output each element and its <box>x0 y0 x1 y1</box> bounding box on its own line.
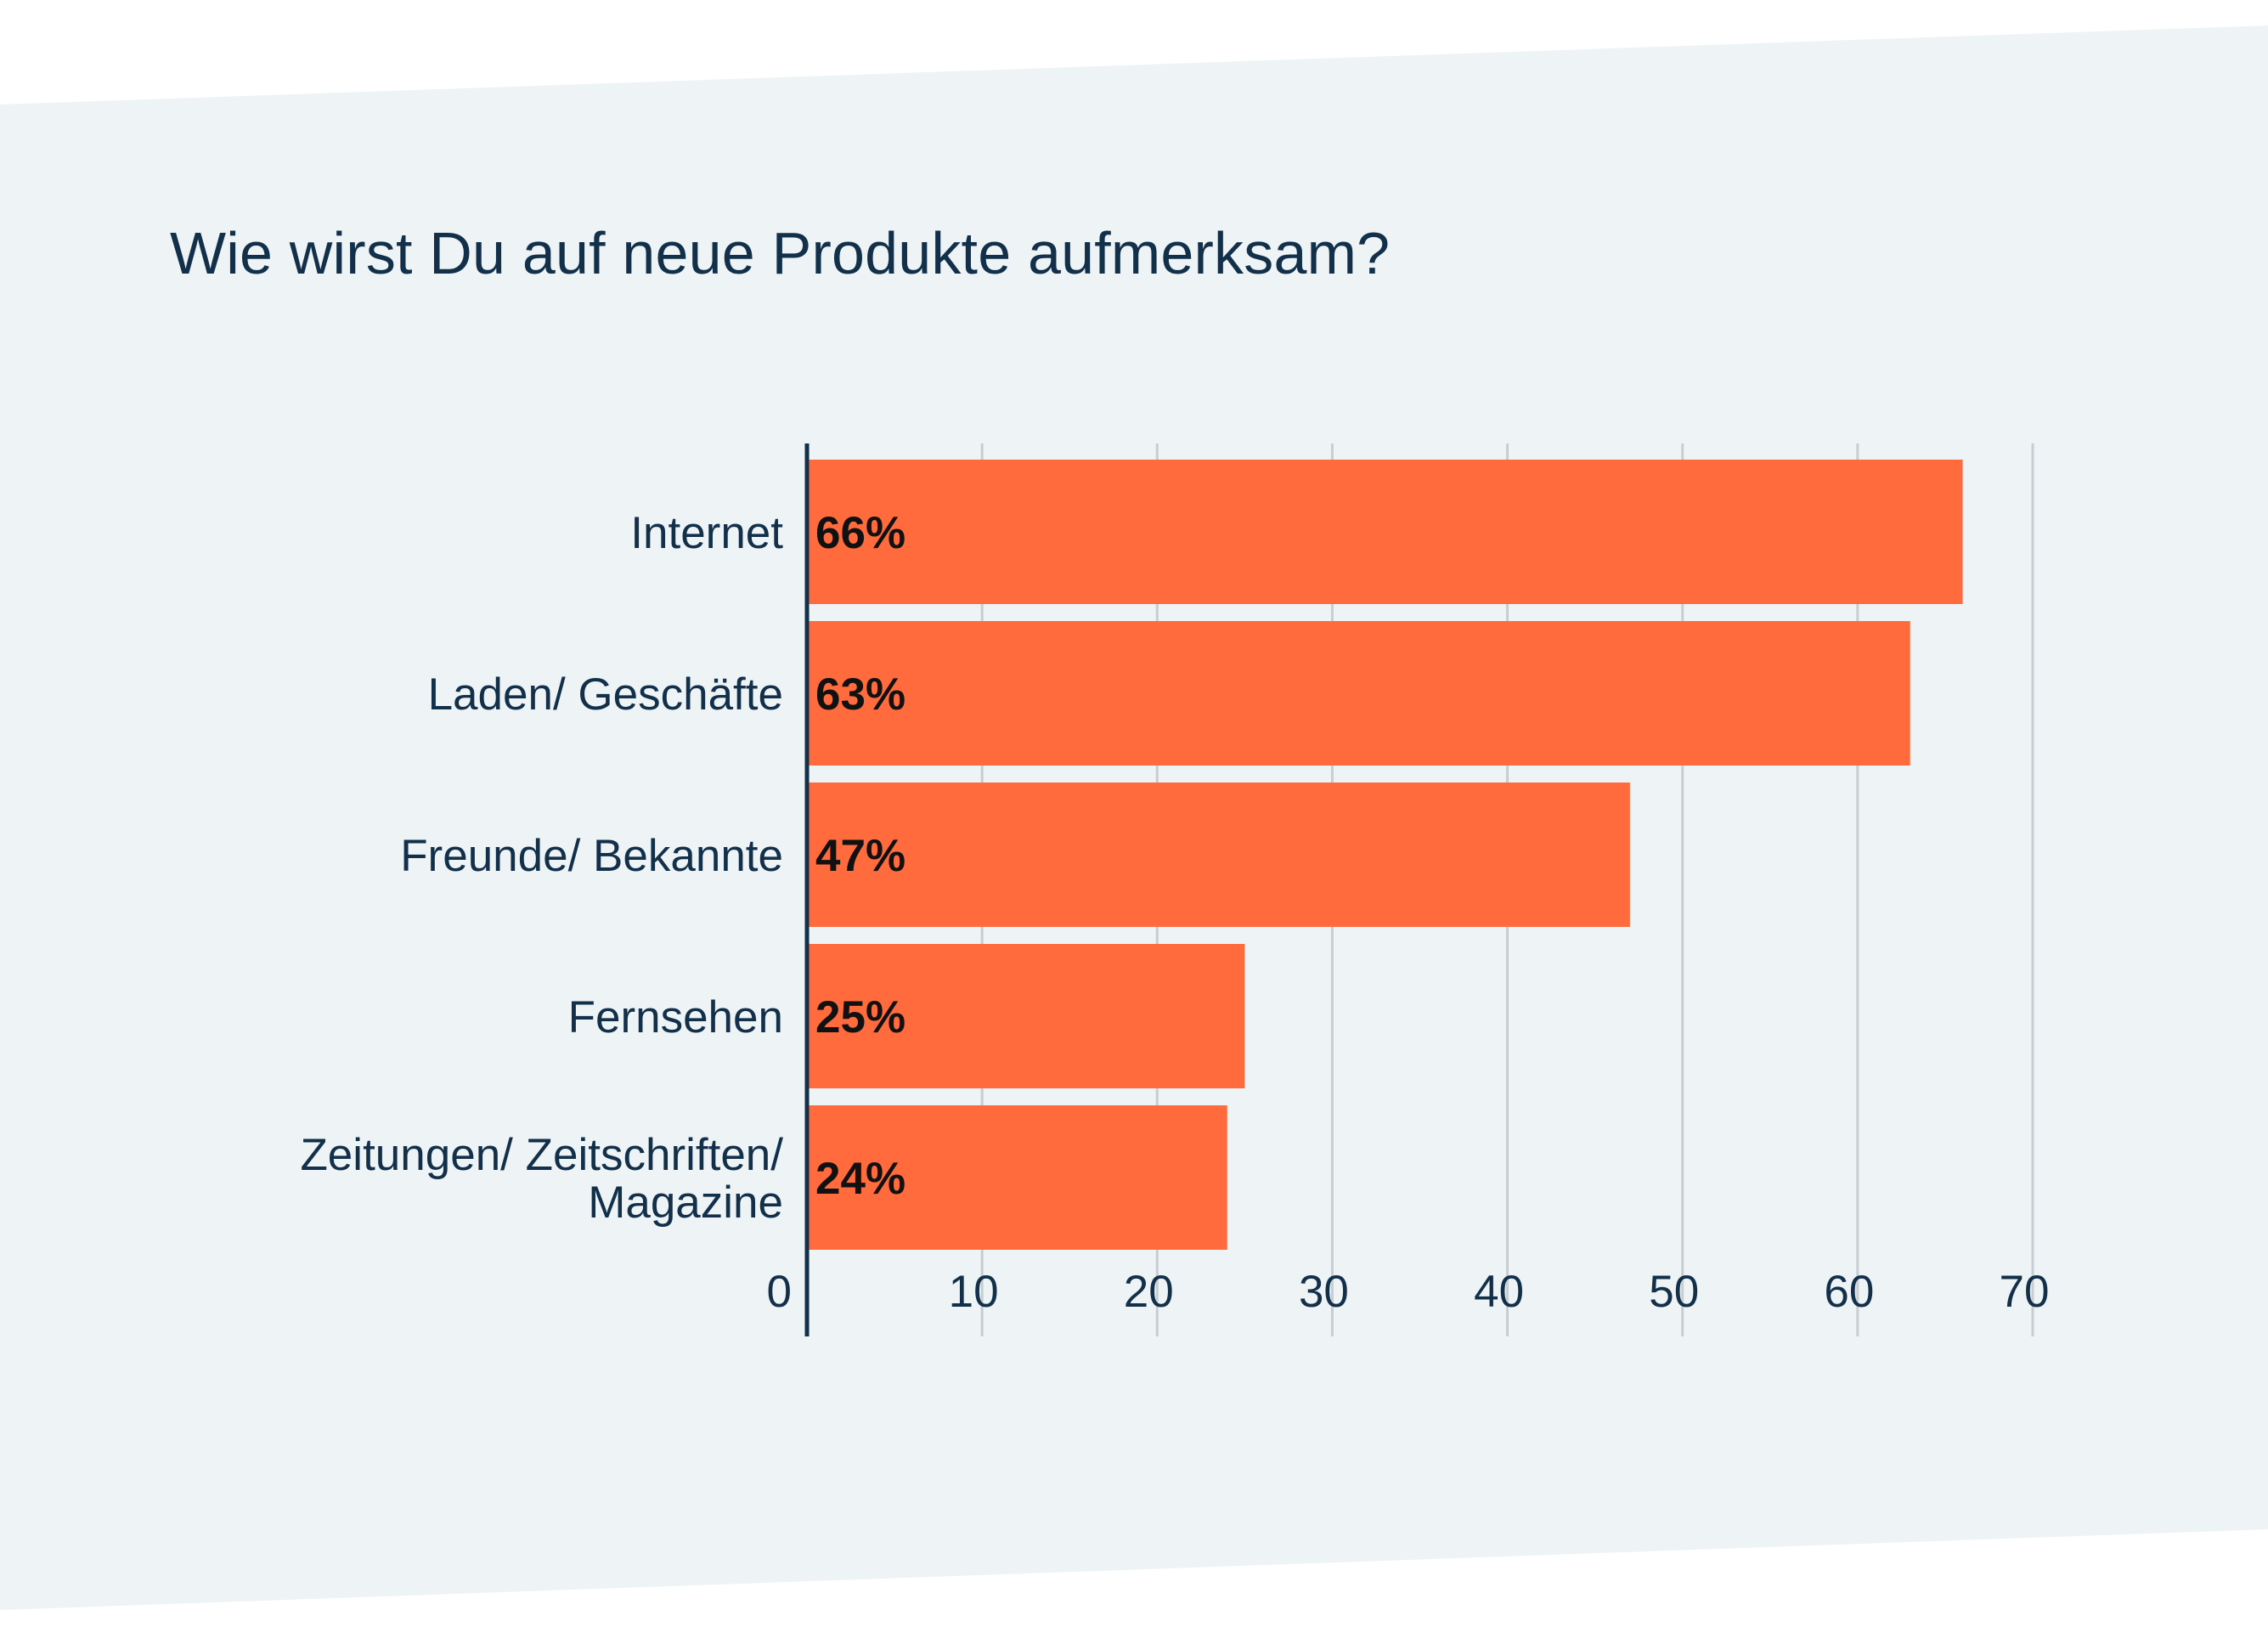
data-label: 66% <box>815 508 906 558</box>
bar <box>807 1105 1227 1250</box>
category-label: Fernsehen <box>568 992 783 1042</box>
category-label: Magazine <box>588 1178 783 1228</box>
x-tick-label: 10 <box>949 1267 999 1317</box>
x-tick-label: 60 <box>1824 1267 1874 1317</box>
bar <box>807 460 1963 604</box>
x-tick-label: 50 <box>1649 1267 1699 1317</box>
data-label: 24% <box>815 1154 906 1204</box>
x-tick-label: 30 <box>1299 1267 1349 1317</box>
x-tick-label: 20 <box>1124 1267 1174 1317</box>
x-tick-label: 40 <box>1474 1267 1524 1317</box>
data-label: 63% <box>815 669 906 720</box>
bar <box>807 621 1910 766</box>
category-label: Freunde/ Bekannte <box>400 831 783 881</box>
bars <box>807 460 1963 1250</box>
bar <box>807 944 1245 1088</box>
x-tick-label: 0 <box>767 1267 792 1317</box>
category-label: Internet <box>630 508 783 558</box>
data-label: 25% <box>815 992 906 1042</box>
bar <box>807 782 1630 927</box>
category-label: Laden/ Geschäfte <box>428 669 783 720</box>
data-label: 47% <box>815 831 906 881</box>
category-label: Zeitungen/ Zeitschriften/ <box>300 1130 783 1180</box>
labels: 0 10 20 30 40 50 60 70 66% Internet 63% Laden/ Gesc… <box>300 508 2049 1317</box>
x-tick-label: 70 <box>2000 1267 2050 1317</box>
chart-title: Wie wirst Du auf neue Produkte aufmerksa… <box>170 220 1391 286</box>
